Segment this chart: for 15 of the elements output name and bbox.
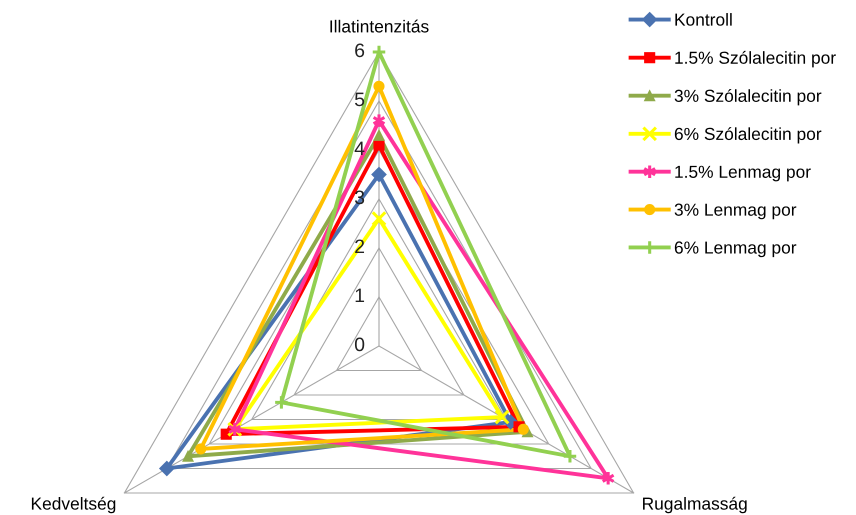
y-tick-label: 6	[355, 43, 364, 58]
legend-label: 1.5% Szólalecitin por	[675, 50, 836, 68]
legend-label: 3% Lenmag por	[674, 204, 796, 220]
legend-label: 1.5% Lenmag por	[675, 166, 811, 182]
y-tick-label: 5	[354, 92, 364, 106]
spoke-label: Illatintenzitás	[330, 20, 429, 33]
y-tick-label: 1	[356, 288, 364, 302]
y-tick-label: 4	[354, 142, 364, 156]
y-tick-label: 0	[354, 337, 364, 352]
legend-label: Kontroll	[675, 13, 732, 26]
spoke-label: Rugalmasság	[643, 496, 747, 514]
legend-label: 3% Szólalecitin por	[674, 89, 822, 106]
spoke-label: Kedveltség	[32, 496, 116, 514]
legend-label: 6% Szólalecitin por	[674, 127, 822, 144]
legend-label: 6% Lenmag por	[674, 241, 796, 258]
